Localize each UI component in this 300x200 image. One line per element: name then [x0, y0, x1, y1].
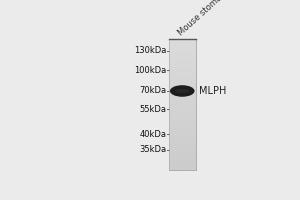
Text: 40kDa: 40kDa: [140, 130, 166, 139]
Text: MLPH: MLPH: [199, 86, 226, 96]
Text: Mouse stomach: Mouse stomach: [176, 0, 231, 38]
Text: 100kDa: 100kDa: [134, 66, 166, 75]
Bar: [169, 39, 196, 170]
Text: 55kDa: 55kDa: [140, 105, 166, 114]
Ellipse shape: [175, 89, 190, 93]
Ellipse shape: [170, 85, 194, 97]
Text: 70kDa: 70kDa: [140, 86, 166, 95]
Text: 130kDa: 130kDa: [134, 46, 166, 55]
Bar: [169, 39, 196, 170]
Text: 35kDa: 35kDa: [140, 145, 166, 154]
